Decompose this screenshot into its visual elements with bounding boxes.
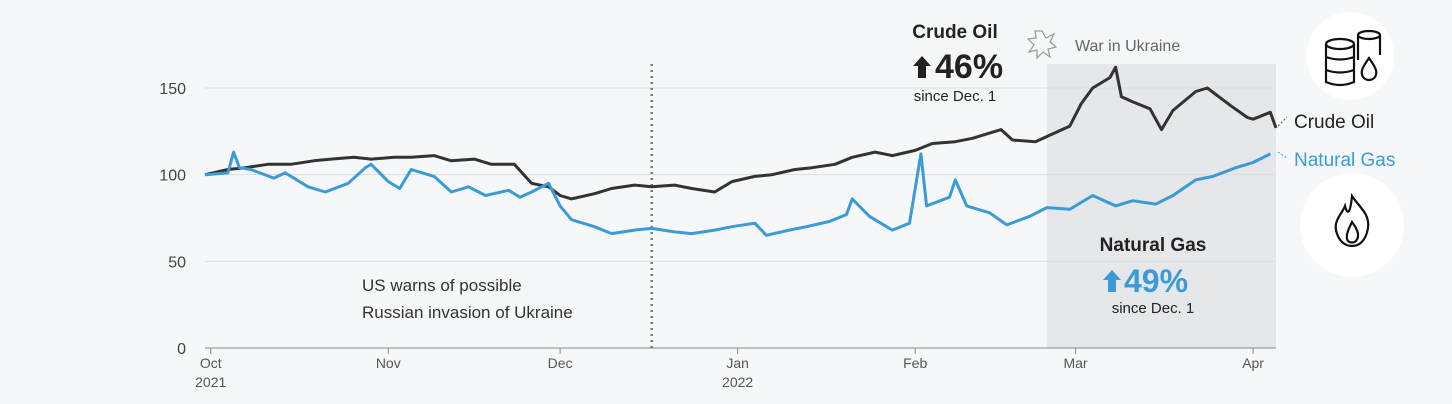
x-tick-year-label: 2022 xyxy=(722,374,753,390)
event-annotation-line-1: US warns of possible xyxy=(362,276,522,295)
natural-gas-end-label: Natural Gas xyxy=(1294,150,1395,171)
x-tick-label: Feb xyxy=(903,355,927,371)
crude-oil-line xyxy=(204,65,1278,201)
natural-gas-line xyxy=(204,150,1271,237)
x-tick-label: Jan xyxy=(726,355,749,371)
y-tick-label: 0 xyxy=(177,341,186,358)
oil-barrels-icon xyxy=(1306,12,1394,100)
explosion-icon xyxy=(1026,30,1058,60)
x-tick-label: Apr xyxy=(1242,355,1264,371)
x-tick-label: Dec xyxy=(548,355,573,371)
x-axis: Oct 2021 Nov Dec Jan 2022 Feb Mar Apr xyxy=(195,348,1264,390)
natural-gas-leader xyxy=(1277,151,1288,159)
flame-icon xyxy=(1300,173,1404,277)
x-tick-year-label: 2021 xyxy=(195,374,226,390)
y-tick-label: 50 xyxy=(168,254,186,271)
gas-up-arrow-icon xyxy=(1103,270,1121,292)
x-tick-label: Mar xyxy=(1063,355,1087,371)
y-axis: 0 50 100 150 xyxy=(159,81,186,358)
war-label: War in Ukraine xyxy=(1075,38,1180,55)
x-tick-label: Oct xyxy=(200,355,222,371)
crude-callout-change: 46% xyxy=(935,48,1003,86)
event-annotation-line-2: Russian invasion of Ukraine xyxy=(362,303,573,322)
y-tick-label: 100 xyxy=(159,168,186,185)
crude-callout-title: Crude Oil xyxy=(912,22,998,43)
series-layer xyxy=(204,65,1278,237)
y-tick-label: 150 xyxy=(159,81,186,98)
x-tick-label: Nov xyxy=(376,355,401,371)
gas-callout-note: since Dec. 1 xyxy=(1112,300,1195,317)
gas-callout-change: 49% xyxy=(1124,263,1188,299)
crude-oil-end-label: Crude Oil xyxy=(1294,112,1374,133)
gas-callout-title: Natural Gas xyxy=(1100,235,1207,256)
crude-up-arrow-icon xyxy=(913,56,931,78)
crude-callout-note: since Dec. 1 xyxy=(914,88,997,105)
